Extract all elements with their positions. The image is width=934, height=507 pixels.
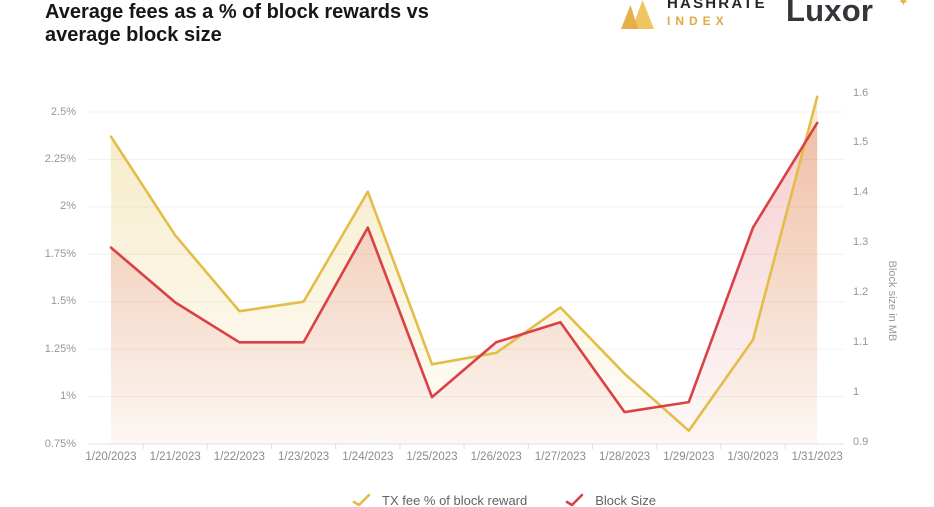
legend-line-icon	[565, 493, 584, 507]
y-axis-left-tick-label: 2%	[60, 200, 76, 213]
legend-label: TX fee % of block reward	[382, 493, 528, 507]
y-axis-right-tick-label: 1	[853, 385, 860, 398]
y-axis-right-tick-label: 1.1	[853, 335, 869, 348]
y-axis-left-tick-label: 1.25%	[44, 342, 76, 355]
chart-title: Average fees as a % of block rewards vs …	[45, 1, 429, 47]
y-axis-left-tick-label: 2.25%	[44, 152, 76, 165]
y-axis-right-tick-label: 0.9	[853, 435, 869, 448]
luxor-logo-text: Luxor	[786, 0, 874, 28]
legend-item-block-size[interactable]: Block Size	[565, 493, 656, 507]
x-axis-tick-label: 1/28/2023	[599, 451, 651, 463]
line-block-size	[109, 121, 819, 414]
x-axis-tick-label: 1/21/2023	[149, 451, 201, 463]
y-axis-right-tick-label: 1.6	[853, 86, 869, 99]
y-axis-right-tick-label: 1.5	[853, 136, 869, 149]
luxor-sparkle-icon: ✦	[898, 0, 909, 9]
x-axis-tick-label: 1/23/2023	[278, 451, 330, 463]
x-axis-tick-label: 1/25/2023	[406, 451, 458, 463]
y-axis-left-tick-label: 1%	[60, 390, 76, 403]
chart-title-line2: average block size	[45, 24, 222, 46]
x-axis-tick-label: 1/24/2023	[342, 451, 394, 463]
x-axis-tick-label: 1/29/2023	[663, 451, 715, 463]
x-axis-tick-label: 1/31/2023	[791, 451, 843, 463]
x-axis-tick-label: 1/27/2023	[534, 451, 586, 463]
y-axis-left-tick-label: 0.75%	[44, 437, 76, 450]
y-axis-left-tick-label: 1.75%	[44, 247, 76, 260]
hashrate-index-logo: HASHRATE INDEX	[618, 0, 767, 30]
y-axis-left-tick-label: 2.5%	[50, 105, 76, 118]
legend-item-tx-fee[interactable]: TX fee % of block reward	[352, 493, 527, 507]
x-axis-tick-label: 1/20/2023	[85, 451, 137, 463]
x-axis-tick-label: 1/22/2023	[213, 451, 265, 463]
area-block-size	[111, 122, 818, 445]
hashrate-logo-text: HASHRATE	[667, 0, 767, 12]
y-axis-right-tick-label: 1.2	[853, 285, 869, 298]
line-tx-fee	[109, 95, 819, 433]
chart-title-line1: Average fees as a % of block rewards vs	[45, 1, 429, 23]
chart-legend: TX fee % of block reward Block Size	[352, 493, 694, 507]
right-axis-title: Block size in MB	[886, 260, 898, 342]
x-axis-tick-label: 1/26/2023	[470, 451, 522, 463]
legend-line-icon	[352, 493, 371, 507]
legend-label: Block Size	[595, 493, 656, 507]
y-axis-right-tick-label: 1.3	[853, 236, 869, 249]
luxor-logo: Luxor ✦	[786, 0, 909, 29]
hashrate-triangles-icon	[621, 0, 654, 29]
y-axis-left-tick-label: 1.5%	[50, 295, 76, 308]
y-axis-right-tick-label: 1.4	[853, 186, 869, 199]
x-axis-tick-label: 1/30/2023	[727, 451, 779, 463]
hashrate-logo-subtext: INDEX	[667, 14, 729, 28]
